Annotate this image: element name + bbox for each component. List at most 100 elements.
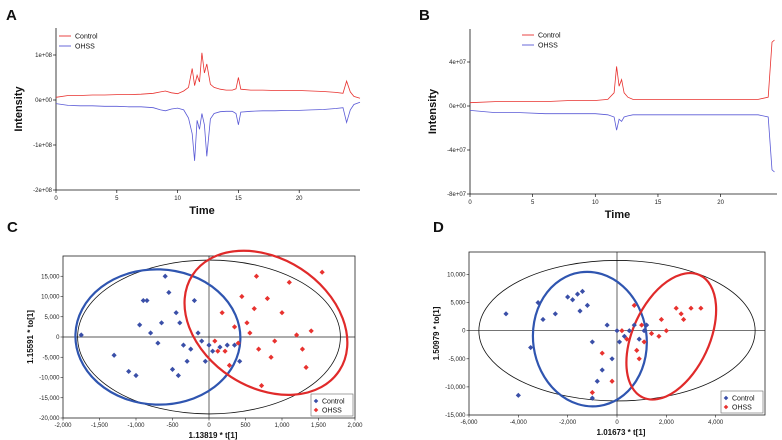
panel-label-c: C <box>7 219 18 236</box>
data-point-ohss <box>308 328 314 334</box>
y-tick-label: 10,000 <box>41 295 60 301</box>
y-tick-label: -2e+08 <box>33 188 53 194</box>
data-point-control <box>631 322 637 328</box>
data-point-ohss <box>239 293 245 300</box>
data-point-control <box>224 342 230 348</box>
data-point-control <box>188 346 194 352</box>
chart-d: -6,000 -4,000 -2,000 0 2,000 4,000 -15,000 -10,… <box>432 251 766 437</box>
x-tick-label: 5 <box>531 200 535 206</box>
data-point-ohss <box>215 348 221 354</box>
data-point-control <box>206 342 212 348</box>
y-tick-label: 5,000 <box>44 315 60 321</box>
data-point-control <box>552 311 558 317</box>
y-tick-label: 15,000 <box>41 274 60 280</box>
series-line-control <box>55 52 361 99</box>
legend-label-ohss: OHSS <box>322 408 342 415</box>
legend-label-control: Control <box>75 34 98 41</box>
data-point-ohss <box>619 328 625 334</box>
x-tick-label: 0 <box>207 423 211 429</box>
x-tick-label: 0 <box>54 196 58 202</box>
x-tick-label: 500 <box>240 423 251 429</box>
data-point-ohss <box>303 364 309 370</box>
data-point-control <box>609 356 615 362</box>
y-tick-label: 5,000 <box>450 301 466 307</box>
y-tick-label: -4e+07 <box>447 148 467 154</box>
legend-label-ohss: OHSS <box>538 43 558 50</box>
data-point-control <box>641 328 647 334</box>
x-axis-title: 1.01673 * t[1] <box>597 428 646 437</box>
ellipse-control <box>74 268 242 406</box>
data-point-control <box>535 299 541 306</box>
legend-label-ohss: OHSS <box>75 44 95 51</box>
data-point-control <box>515 392 521 398</box>
x-tick-label: -2,000 <box>559 420 577 426</box>
data-point-control <box>589 339 595 345</box>
data-point-control <box>570 297 576 303</box>
y-tick-label: -8e+07 <box>447 192 467 198</box>
data-point-control <box>574 291 581 297</box>
data-point-ohss <box>634 347 640 353</box>
data-point-ohss <box>212 338 218 344</box>
data-point-control <box>173 310 179 316</box>
legend-marker-control <box>723 395 729 401</box>
x-tick-label: 1,000 <box>274 423 290 429</box>
x-tick-label: 15 <box>655 200 662 206</box>
x-axis-title: 1.13819 * t[1] <box>189 431 238 440</box>
data-point-ohss <box>698 305 704 311</box>
legend-marker-control <box>313 398 319 404</box>
data-point-control <box>169 366 176 372</box>
data-point-ohss <box>681 316 687 323</box>
chart-a: 0 5 10 15 20 -2e+08 -1e+08 0e+00 1e+08 Time Intens… <box>13 28 361 217</box>
legend-label-ohss: OHSS <box>732 405 752 412</box>
x-tick-label: 0 <box>615 420 619 426</box>
data-point-ohss <box>631 302 637 308</box>
y-tick-label: 0 <box>462 329 466 335</box>
data-point-ohss <box>264 295 270 302</box>
y-tick-label: -15,000 <box>445 413 466 419</box>
data-point-ohss <box>656 333 662 339</box>
data-point-ohss <box>222 348 228 354</box>
x-tick-label: -6,000 <box>460 420 478 426</box>
data-point-control <box>191 297 197 304</box>
data-point-control <box>140 297 146 304</box>
x-tick-label: -4,000 <box>510 420 528 426</box>
chart-b: 0 5 10 15 20 -8e+07 -4e+07 0e+00 4e+07 Time Intens… <box>427 29 777 221</box>
data-point-control <box>231 342 238 348</box>
data-point-ohss <box>258 383 265 389</box>
data-point-control <box>565 294 571 300</box>
data-point-ohss <box>294 332 300 338</box>
data-point-control <box>644 322 650 328</box>
series-line-ohss <box>55 101 361 161</box>
data-point-ohss <box>624 336 630 342</box>
ellipse-ohss <box>625 271 718 401</box>
y-axis-title: Intensity <box>427 88 439 134</box>
x-axis-title: Time <box>189 205 214 217</box>
y-axis-title: 1.50979 * to[1] <box>432 306 441 360</box>
data-point-control <box>180 342 187 348</box>
data-point-control <box>616 339 623 345</box>
x-tick-label: 5 <box>115 196 119 202</box>
y-tick-label: 0 <box>56 335 60 341</box>
series-line-ohss <box>469 110 775 173</box>
y-tick-label: 0e+00 <box>449 104 467 110</box>
series-line-control <box>469 39 775 104</box>
x-tick-label: -500 <box>166 423 179 429</box>
data-point-control <box>621 333 627 339</box>
y-tick-label: -10,000 <box>39 376 60 382</box>
y-tick-label: 10,000 <box>447 272 466 278</box>
x-tick-label: 15 <box>235 196 242 202</box>
data-point-control <box>614 328 620 334</box>
data-point-ohss <box>641 339 647 345</box>
data-point-control <box>148 330 154 336</box>
data-point-control <box>162 273 168 279</box>
data-point-ohss <box>247 330 253 336</box>
data-point-ohss <box>673 305 679 311</box>
data-point-control <box>158 320 165 326</box>
y-tick-label: 1e+08 <box>35 53 53 59</box>
x-tick-label: 10 <box>592 200 599 206</box>
data-point-ohss <box>678 311 684 317</box>
data-point-ohss <box>279 310 285 316</box>
data-point-control <box>78 332 84 338</box>
ellipse-ohss <box>183 249 349 396</box>
